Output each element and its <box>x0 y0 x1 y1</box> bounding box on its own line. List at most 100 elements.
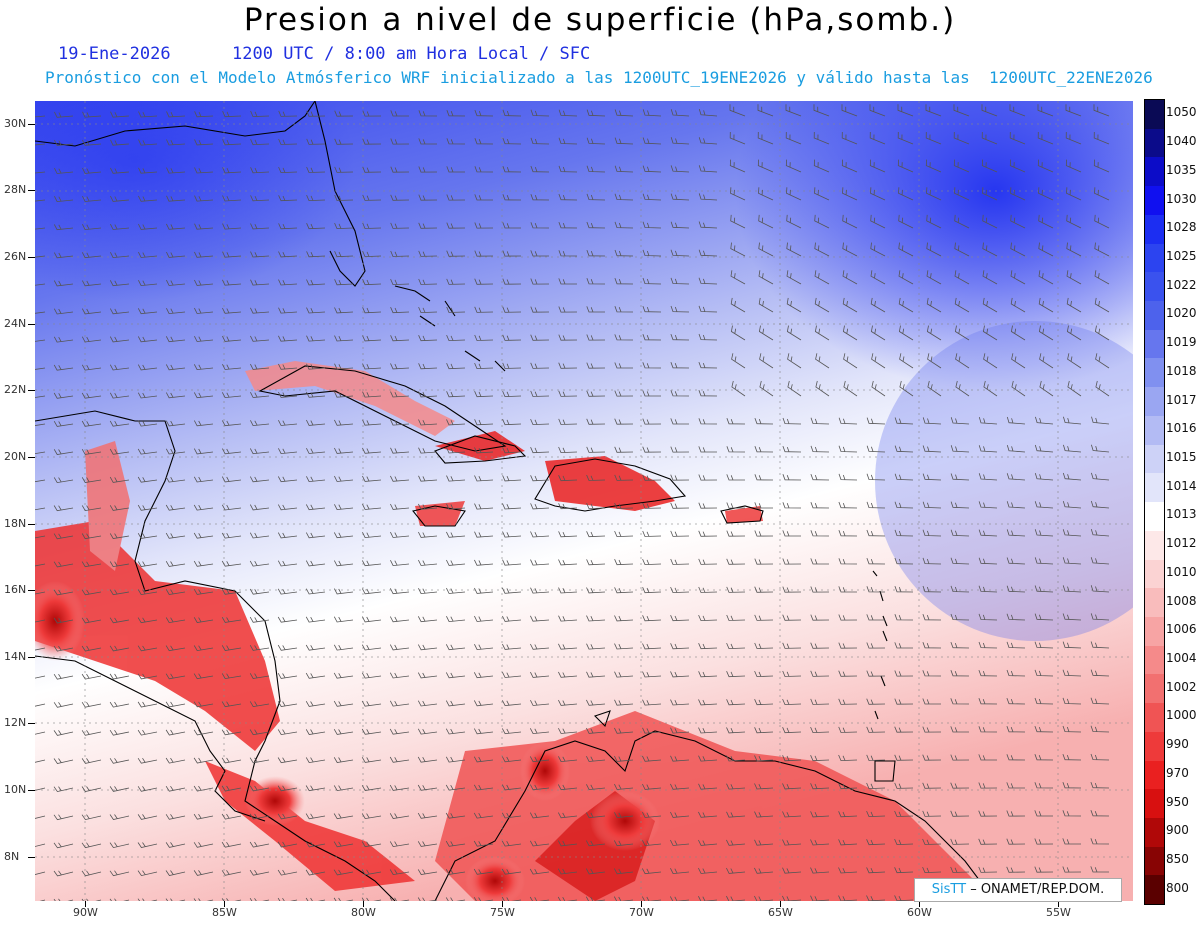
wind-barb <box>1034 585 1054 593</box>
wind-barb <box>670 615 690 622</box>
lat-label: 16N <box>4 583 27 596</box>
wind-barb <box>782 417 802 425</box>
wind-barb <box>362 307 382 314</box>
wind-barb <box>925 159 942 173</box>
wind-barb <box>109 786 130 792</box>
wind-barb <box>193 392 214 399</box>
wind-barb <box>35 255 46 258</box>
wind-barb <box>250 251 270 258</box>
wind-barb <box>1066 270 1082 285</box>
wind-barb <box>978 445 998 453</box>
wind-barb <box>810 755 830 762</box>
wind-barb <box>954 325 970 341</box>
wind-barb <box>278 363 298 370</box>
wind-barb <box>390 475 410 482</box>
wind-barb <box>558 475 578 482</box>
lat-tick <box>28 723 35 724</box>
wind-barb <box>1037 104 1054 117</box>
wind-barb <box>641 896 662 901</box>
wind-barb <box>501 812 522 819</box>
wind-barb <box>1038 242 1054 257</box>
wind-barb <box>1037 159 1054 173</box>
wind-barb <box>446 138 466 145</box>
wind-barb <box>838 530 858 537</box>
wind-barb <box>418 531 438 538</box>
colorbar-level-label: 1028 <box>1166 220 1197 235</box>
wind-barb <box>642 502 662 509</box>
wind-barb <box>1090 866 1109 873</box>
wind-barb <box>81 730 102 736</box>
lat-label: 20N <box>4 450 27 463</box>
wind-barb <box>81 589 102 596</box>
wind-barb <box>390 222 410 229</box>
wind-barb <box>950 838 970 845</box>
wind-barb <box>1006 585 1026 593</box>
wind-barb <box>137 786 158 792</box>
colorbar-segment <box>1145 616 1164 646</box>
wind-barb <box>249 560 270 567</box>
lat-label: 26N <box>4 250 27 263</box>
wind-barb <box>955 353 970 369</box>
wind-barb <box>333 644 354 651</box>
wind-barb <box>642 811 662 818</box>
wind-barb <box>530 250 549 257</box>
wind-barb <box>586 137 606 145</box>
colorbar-level-label: 1035 <box>1166 162 1197 177</box>
wind-barb <box>1006 838 1026 845</box>
wind-barb <box>389 897 410 901</box>
wind-barb <box>950 417 970 425</box>
wind-barb <box>786 187 802 201</box>
wind-barb <box>82 111 102 118</box>
wind-barb <box>698 165 718 173</box>
wind-barb <box>1006 866 1026 873</box>
wind-barb <box>981 104 998 117</box>
wind-barb <box>782 670 802 677</box>
wind-barb <box>642 305 662 313</box>
wind-barb <box>81 561 102 568</box>
wind-barb <box>306 419 326 426</box>
wind-barb <box>1011 353 1026 369</box>
wind-barb <box>165 898 186 901</box>
wind-barb <box>1063 444 1082 453</box>
wind-barb <box>614 137 634 145</box>
wind-barb <box>922 838 942 845</box>
wind-barb <box>782 783 802 790</box>
wind-barb <box>782 727 802 734</box>
wind-barb <box>417 841 438 847</box>
wind-barb <box>754 895 774 901</box>
wind-barb <box>557 840 578 847</box>
wind-barb <box>698 811 718 818</box>
lat-tick <box>28 390 35 391</box>
lat-label: 14N <box>4 650 27 663</box>
wind-barb <box>614 783 634 790</box>
wind-barb <box>474 334 494 341</box>
wind-barb <box>698 361 718 369</box>
wind-barb <box>698 896 718 901</box>
wind-barb <box>35 619 46 623</box>
wind-barb <box>473 812 494 819</box>
wind-barb <box>334 447 354 454</box>
wind-barb <box>165 842 186 848</box>
wind-barb <box>838 642 858 649</box>
wind-barb <box>1065 159 1082 173</box>
wind-barbs <box>35 104 1110 901</box>
wind-barb <box>278 335 298 342</box>
wind-barb <box>502 419 522 426</box>
wind-barb <box>758 242 774 257</box>
wind-barb <box>955 380 970 397</box>
lon-tick <box>363 901 364 907</box>
wind-barb <box>194 195 214 202</box>
wind-barb <box>786 214 802 229</box>
wind-barb <box>390 194 410 201</box>
wind-barb <box>306 391 326 398</box>
lon-label: 60W <box>907 906 932 919</box>
lat-tick <box>28 457 35 458</box>
wind-barb <box>137 533 158 539</box>
wind-barb <box>418 363 438 370</box>
wind-barb <box>278 279 298 286</box>
wind-barb <box>978 585 998 593</box>
wind-barb <box>810 726 830 734</box>
wind-barb <box>1011 380 1026 397</box>
wind-barb <box>249 476 270 483</box>
wind-barb <box>474 475 494 482</box>
